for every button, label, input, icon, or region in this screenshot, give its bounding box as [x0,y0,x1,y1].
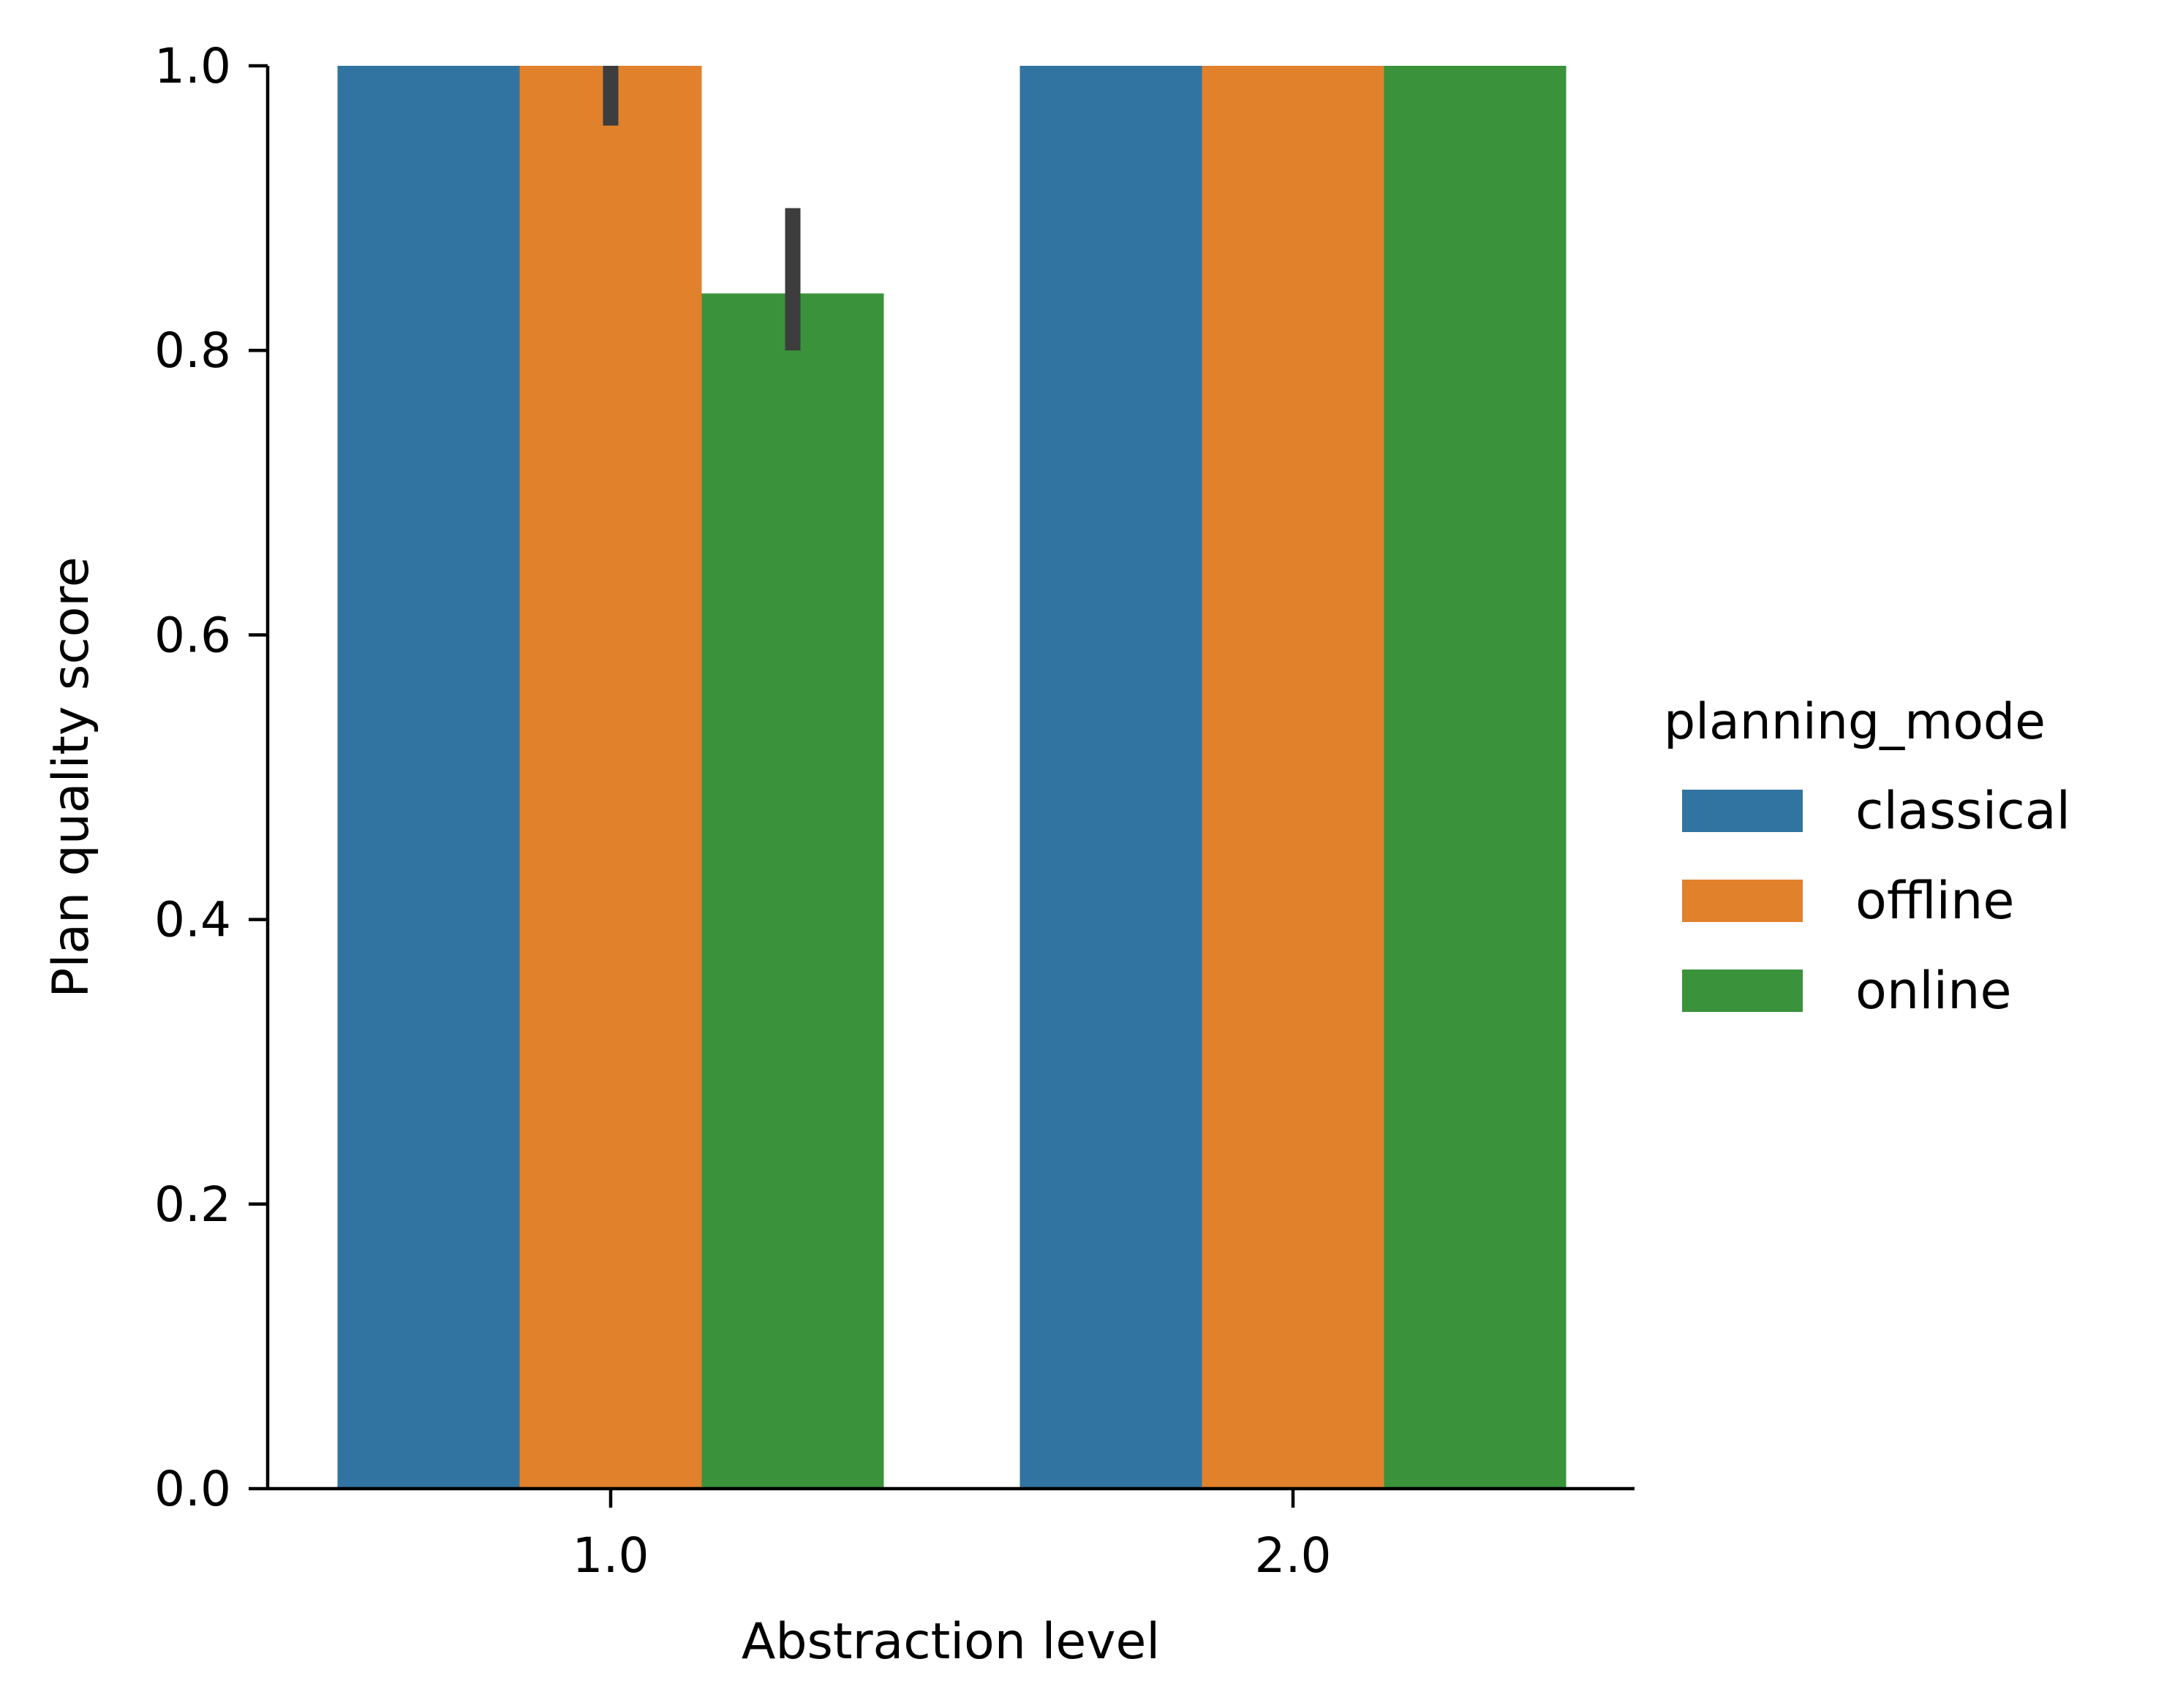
y-tick-label: 0.2 [154,1176,231,1233]
x-ticks: 1.0 2.0 [573,1489,1332,1584]
bar-online-2.0 [1384,66,1567,1489]
legend-swatch-classical [1682,790,1803,832]
x-tick-label: 2.0 [1255,1527,1332,1584]
bar-online-1.0 [701,293,884,1489]
y-tick-label: 0.8 [154,322,231,379]
legend-label-classical: classical [1855,781,2070,841]
error-bars-layer [603,66,801,351]
bars-layer [337,66,1567,1489]
legend-title: planning_mode [1664,693,2046,751]
y-tick-label: 0.4 [154,892,231,948]
y-tick-label: 0.6 [154,607,231,663]
legend-label-offline: offline [1855,871,2014,931]
bar-classical-2.0 [1019,66,1202,1489]
bar-offline-2.0 [1202,66,1384,1489]
x-axis-title: Abstraction level [742,1613,1160,1671]
legend-swatch-online [1682,970,1803,1012]
legend-label-online: online [1855,961,2012,1021]
y-ticks: 0.0 0.2 0.4 0.6 0.8 1.0 [154,38,268,1517]
y-axis-title: Plan quality score [42,556,100,997]
legend: planning_mode classical offline online [1664,693,2070,1021]
bar-offline-1.0 [519,66,702,1489]
y-tick-label: 0.0 [154,1461,231,1517]
legend-swatch-offline [1682,880,1803,922]
x-tick-label: 1.0 [573,1527,649,1584]
axes-layer [265,66,1635,1491]
bar-classical-1.0 [337,66,520,1489]
y-tick-label: 1.0 [154,38,231,94]
